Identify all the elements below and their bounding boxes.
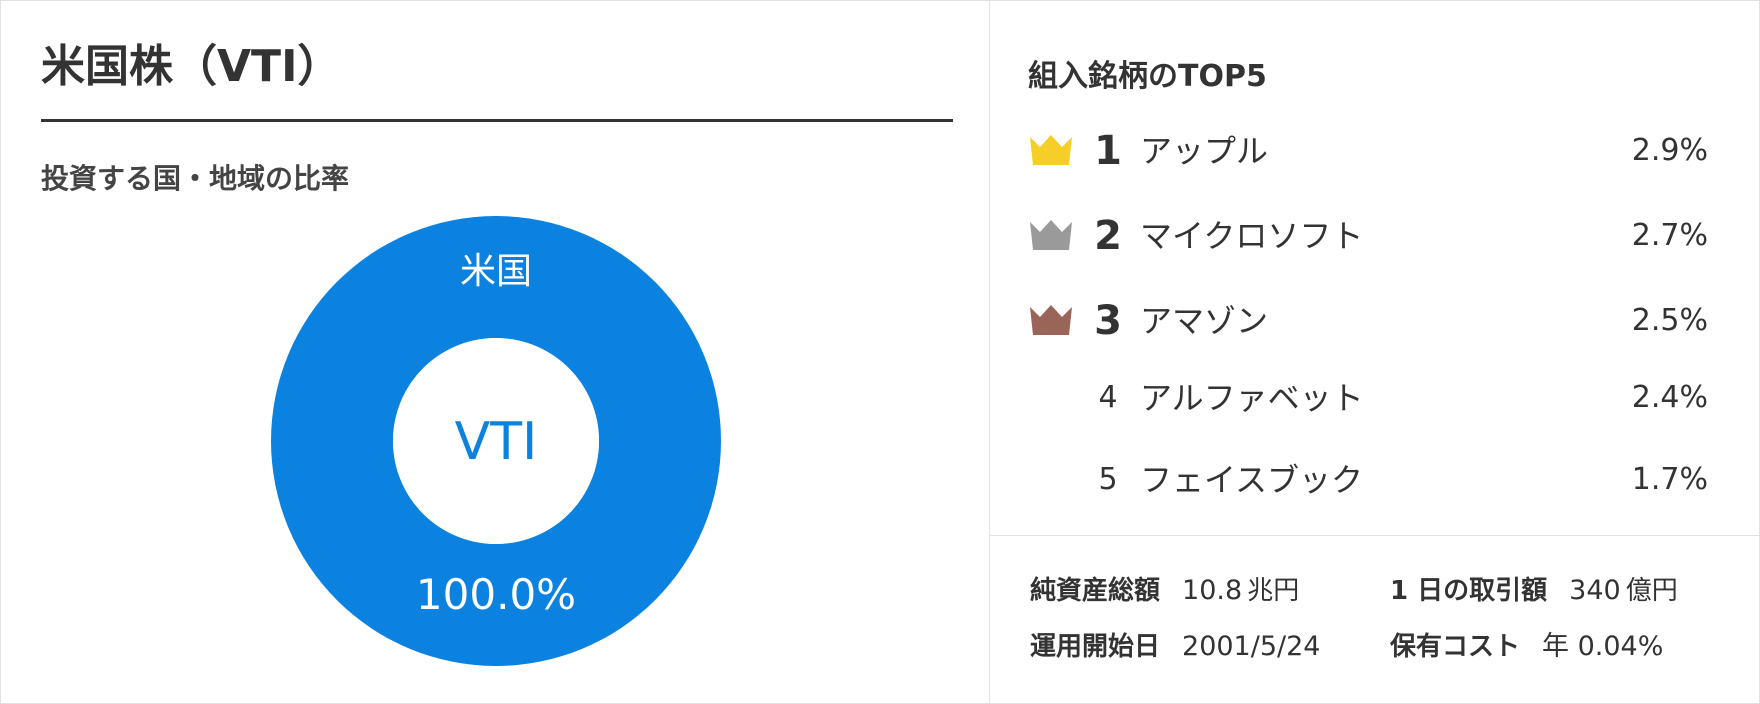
top-holdings-heading: 組入銘柄のTOP5 bbox=[1028, 59, 1267, 94]
stat-value: 340 bbox=[1569, 575, 1621, 606]
allocation-subtitle: 投資する国・地域の比率 bbox=[41, 162, 350, 195]
stat-value: 2001/5/24 bbox=[1182, 631, 1321, 662]
stat-label: 純資産総額 bbox=[1030, 576, 1161, 606]
stats-divider bbox=[990, 535, 1760, 536]
stat-value: 年 0.04% bbox=[1542, 631, 1664, 662]
gold-crown-shape bbox=[1030, 135, 1072, 165]
holding-row-3: 3 アマゾン 2.5% bbox=[1028, 293, 1708, 349]
allocation-panel: 米国株（VTI） 投資する国・地域の比率 米国 100.0% VTI bbox=[1, 1, 989, 703]
holding-weight: 2.7% bbox=[1631, 218, 1708, 253]
holding-rank: 1 bbox=[1094, 128, 1122, 174]
bronze-crown-shape bbox=[1030, 305, 1072, 335]
stat-cost: 保有コスト年 0.04% bbox=[1390, 625, 1663, 669]
donut-center-label: VTI bbox=[455, 412, 538, 472]
stat-label: 1 日の取引額 bbox=[1390, 576, 1548, 606]
holding-name: アップル bbox=[1140, 132, 1269, 170]
stat-unit: 億円 bbox=[1625, 576, 1678, 606]
holding-rank: 2 bbox=[1094, 213, 1122, 259]
donut-hole bbox=[393, 338, 599, 544]
bronze-crown-icon bbox=[1030, 305, 1072, 335]
holding-weight: 2.5% bbox=[1631, 303, 1708, 338]
holding-name: アマゾン bbox=[1140, 302, 1269, 340]
stat-value: 10.8 bbox=[1182, 575, 1243, 606]
stat-label: 保有コスト bbox=[1390, 632, 1521, 662]
holding-row-1: 1 アップル 2.9% bbox=[1028, 123, 1708, 179]
holding-name: アルファベット bbox=[1140, 379, 1364, 417]
stat-label: 運用開始日 bbox=[1030, 632, 1161, 662]
stat-unit: 兆円 bbox=[1247, 576, 1300, 606]
holding-rank: 3 bbox=[1094, 298, 1122, 344]
holding-row-4: 4 アルファベット 2.4% bbox=[1028, 370, 1708, 426]
silver-crown-icon bbox=[1030, 220, 1072, 250]
gold-crown-icon bbox=[1030, 135, 1072, 165]
holding-weight: 1.7% bbox=[1631, 462, 1708, 497]
stat-net-assets: 純資産総額 10.8 兆円 bbox=[1030, 569, 1299, 613]
silver-crown-shape bbox=[1030, 220, 1072, 250]
donut-slice bbox=[271, 216, 721, 666]
holding-weight: 2.9% bbox=[1631, 133, 1708, 168]
page-title: 米国株（VTI） bbox=[41, 41, 342, 92]
holding-name: マイクロソフト bbox=[1140, 217, 1364, 255]
holding-row-5: 5 フェイスブック 1.7% bbox=[1028, 452, 1708, 508]
slice-label: 米国 bbox=[460, 251, 532, 292]
stat-daily-volume: 1 日の取引額 340 億円 bbox=[1390, 569, 1678, 613]
holding-rank: 5 bbox=[1098, 462, 1118, 497]
holding-weight: 2.4% bbox=[1631, 380, 1708, 415]
allocation-donut-chart: 米国 100.0% VTI bbox=[271, 216, 721, 666]
holding-name: フェイスブック bbox=[1140, 461, 1364, 499]
holdings-panel: 組入銘柄のTOP5 1 アップル 2.9% 2 マイクロソフト 2.7% 3 ア… bbox=[989, 1, 1760, 703]
title-divider bbox=[41, 119, 953, 122]
stat-inception: 運用開始日 2001/5/24 bbox=[1030, 625, 1320, 669]
slice-value-label: 100.0% bbox=[416, 570, 576, 619]
holding-rank: 4 bbox=[1098, 380, 1118, 415]
holding-row-2: 2 マイクロソフト 2.7% bbox=[1028, 208, 1708, 264]
